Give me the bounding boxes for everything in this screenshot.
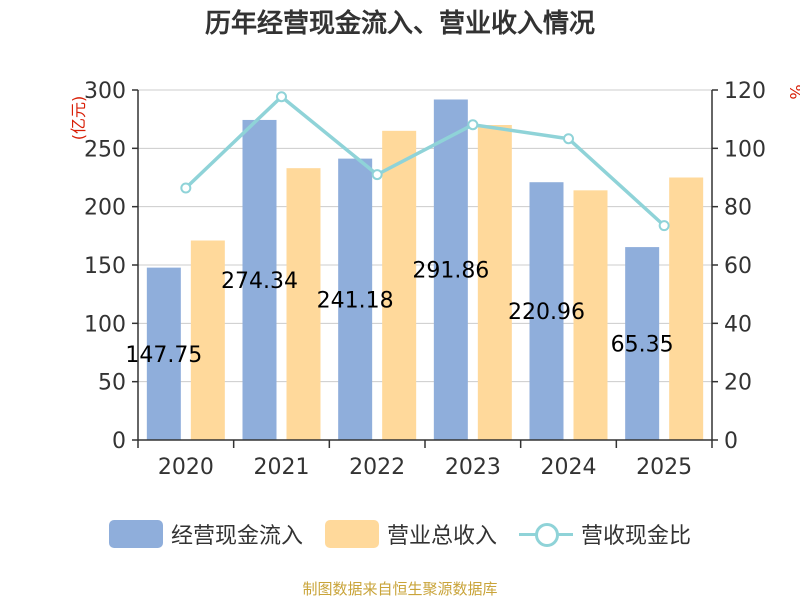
y-left-tick-label: 200 <box>84 196 126 221</box>
data-label-cash-inflow: 220.96 <box>508 300 585 325</box>
legend-label-ratio: 营收现金比 <box>581 524 692 549</box>
y-right-tick-label: 80 <box>724 196 752 221</box>
ratio-point <box>658 220 670 232</box>
legend-item-ratio[interactable]: 营收现金比 <box>519 518 691 550</box>
axes: 0 50 100 150 200 250 300 0 20 40 60 80 100 120 (亿元)% 20… <box>69 79 800 480</box>
data-label-cash-inflow: 147.75 <box>125 343 202 368</box>
y-right-tick-label: 100 <box>724 137 766 162</box>
legend: 经营现金流入 营业总收入 营收现金比 <box>0 512 800 556</box>
chart-title: 历年经营现金流入、营业收入情况 <box>204 9 595 39</box>
bar-cash-inflow <box>529 182 564 441</box>
grid-lines <box>138 89 712 383</box>
legend-item-cash-inflow[interactable]: 经营现金流入 <box>108 518 303 550</box>
y-right-tick-label: 0 <box>724 429 738 454</box>
y-right-tick-label: 20 <box>724 371 752 396</box>
data-label-cash-inflow: 241.18 <box>317 288 394 313</box>
x-tick-label: 2024 <box>541 455 597 480</box>
y-left-tick-label: 150 <box>84 254 126 279</box>
bar-cash-inflow <box>433 99 468 440</box>
y-right-tick-label: 40 <box>724 312 752 337</box>
ratio-line-path <box>184 94 666 227</box>
bar-cash-inflow <box>338 158 373 440</box>
y-left-tick-label: 100 <box>84 312 126 337</box>
bar-revenue <box>573 190 608 440</box>
data-label-cash-inflow: 65.35 <box>611 333 674 358</box>
legend-swatch-cash-inflow <box>108 520 163 548</box>
x-tick-label: 2020 <box>158 455 214 480</box>
ratio-point <box>563 133 574 145</box>
y-right-tick-label: 60 <box>724 254 752 279</box>
ratio-line <box>180 91 670 232</box>
bar-cash-inflow <box>146 267 181 440</box>
y-left-tick-label: 50 <box>98 371 126 396</box>
bar-revenue <box>382 130 417 441</box>
y-left-tick-label: 300 <box>84 79 126 104</box>
legend-item-revenue[interactable]: 营业总收入 <box>324 518 497 550</box>
bars <box>146 99 704 441</box>
legend-swatch-ratio <box>519 520 573 548</box>
data-source-note: 制图数据来自恒生聚源数据库 <box>302 580 498 598</box>
bar-cash-inflow <box>242 119 277 440</box>
legend-label-revenue: 营业总收入 <box>386 524 497 549</box>
bar-revenue <box>477 125 512 440</box>
ratio-point <box>276 91 287 103</box>
y-left-tick-label: 0 <box>112 429 126 454</box>
y-right-tick-label: 120 <box>724 79 766 104</box>
bar-revenue <box>190 240 225 440</box>
y-left-axis-label: (亿元) <box>69 96 88 141</box>
x-tick-label: 2023 <box>445 455 501 480</box>
bar-cash-inflow <box>625 247 660 440</box>
y-right-axis-label: % <box>786 84 800 99</box>
legend-swatch-revenue <box>324 520 379 548</box>
x-tick-label: 2021 <box>254 455 310 480</box>
x-tick-label: 2022 <box>349 455 405 480</box>
ratio-point <box>180 182 192 194</box>
ratio-point <box>467 119 479 131</box>
ratio-point <box>371 169 383 181</box>
bar-revenue <box>286 168 321 440</box>
data-label-cash-inflow: 291.86 <box>412 259 489 284</box>
bar-revenue <box>669 177 704 440</box>
data-label-cash-inflow: 274.34 <box>221 269 298 294</box>
y-left-tick-label: 250 <box>84 137 126 162</box>
legend-label-cash-inflow: 经营现金流入 <box>170 524 303 549</box>
x-tick-label: 2025 <box>636 455 692 480</box>
